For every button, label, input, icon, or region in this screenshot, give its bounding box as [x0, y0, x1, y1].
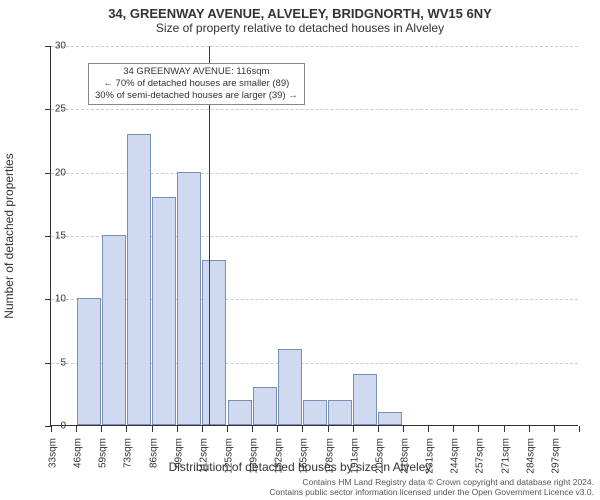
histogram-bar: [102, 235, 126, 425]
annotation-box: 34 GREENWAY AVENUE: 116sqm← 70% of detac…: [88, 63, 305, 105]
x-tick-label: 112sqm: [198, 438, 209, 473]
x-tick-label: 33sqm: [48, 438, 59, 468]
x-tick: [478, 426, 479, 432]
histogram-bar: [328, 400, 352, 425]
histogram-bar: [77, 298, 101, 425]
x-tick: [277, 426, 278, 432]
annotation-line: ← 70% of detached houses are smaller (89…: [95, 78, 298, 90]
histogram-bar: [303, 400, 327, 425]
x-tick-label: 257sqm: [475, 438, 486, 474]
x-tick: [101, 426, 102, 432]
x-tick-label: 59sqm: [98, 438, 109, 468]
y-tick-label: 30: [26, 41, 66, 52]
y-tick-label: 10: [26, 294, 66, 305]
x-tick: [554, 426, 555, 432]
footer-attribution: Contains HM Land Registry data © Crown c…: [269, 478, 594, 498]
title-sub: Size of property relative to detached ho…: [0, 21, 600, 37]
gridline: [51, 46, 578, 47]
x-tick-label: 125sqm: [224, 438, 235, 474]
y-tick-label: 15: [26, 231, 66, 242]
histogram-bar: [228, 400, 252, 425]
x-tick-label: 178sqm: [324, 438, 335, 474]
histogram-bar: [127, 134, 151, 425]
x-tick-label: 46sqm: [73, 438, 84, 468]
x-tick: [202, 426, 203, 432]
histogram-bar: [152, 197, 176, 425]
x-tick-label: 165sqm: [299, 438, 310, 474]
x-tick: [504, 426, 505, 432]
y-tick-label: 20: [26, 167, 66, 178]
x-tick: [453, 426, 454, 432]
histogram-bar: [202, 260, 226, 425]
plot-area: 33sqm46sqm59sqm73sqm86sqm99sqm112sqm125s…: [50, 46, 578, 426]
x-tick-label: 218sqm: [400, 438, 411, 474]
x-tick-label: 205sqm: [374, 438, 385, 474]
annotation-line: 34 GREENWAY AVENUE: 116sqm: [95, 66, 298, 78]
x-tick: [152, 426, 153, 432]
y-tick-label: 0: [26, 421, 66, 432]
x-tick-label: 152sqm: [274, 438, 285, 474]
x-tick: [328, 426, 329, 432]
footer-line: Contains public sector information licen…: [269, 488, 594, 498]
plot-wrap: 33sqm46sqm59sqm73sqm86sqm99sqm112sqm125s…: [50, 46, 578, 426]
x-tick: [529, 426, 530, 432]
x-tick: [302, 426, 303, 432]
x-tick: [76, 426, 77, 432]
x-tick: [227, 426, 228, 432]
title-main: 34, GREENWAY AVENUE, ALVELEY, BRIDGNORTH…: [0, 0, 600, 21]
x-tick: [378, 426, 379, 432]
x-tick: [428, 426, 429, 432]
annotation-line: 30% of semi-detached houses are larger (…: [95, 90, 298, 102]
x-tick: [579, 426, 580, 432]
histogram-bar: [253, 387, 277, 425]
histogram-bar: [353, 374, 377, 425]
x-tick-label: 271sqm: [500, 438, 511, 474]
x-tick-label: 244sqm: [450, 438, 461, 474]
chart-container: 34, GREENWAY AVENUE, ALVELEY, BRIDGNORTH…: [0, 0, 600, 500]
y-tick-label: 5: [26, 357, 66, 368]
gridline: [51, 109, 578, 110]
y-tick-label: 25: [26, 104, 66, 115]
histogram-bar: [378, 412, 402, 425]
x-tick-label: 73sqm: [123, 438, 134, 468]
x-tick-label: 231sqm: [425, 438, 436, 474]
histogram-bar: [177, 172, 201, 425]
histogram-bar: [278, 349, 302, 425]
x-tick: [252, 426, 253, 432]
x-tick: [353, 426, 354, 432]
x-tick: [177, 426, 178, 432]
x-tick-label: 139sqm: [249, 438, 260, 474]
y-axis-title: Number of detached properties: [2, 153, 16, 318]
x-tick-label: 284sqm: [525, 438, 536, 474]
x-tick-label: 99sqm: [173, 438, 184, 468]
x-tick-label: 191sqm: [349, 438, 360, 474]
x-tick: [126, 426, 127, 432]
x-tick-label: 297sqm: [550, 438, 561, 474]
x-tick-label: 86sqm: [148, 438, 159, 468]
x-tick: [403, 426, 404, 432]
